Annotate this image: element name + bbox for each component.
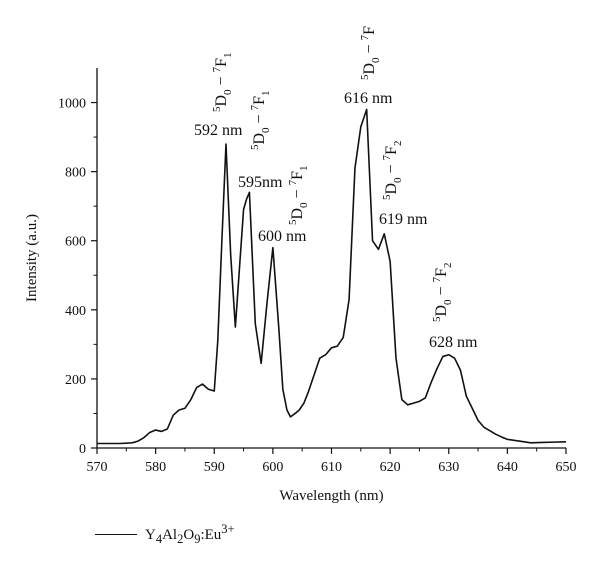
x-tick-label: 580 bbox=[145, 460, 166, 475]
x-tick-label: 590 bbox=[204, 460, 225, 475]
transition-label: 5D0 − 7F2 bbox=[381, 141, 404, 201]
transition-label: 5D0 − 7F1 bbox=[287, 166, 310, 226]
peak-wavelength-label: 600 nm bbox=[258, 228, 307, 245]
x-tick-label: 620 bbox=[380, 460, 401, 475]
y-tick-label: 600 bbox=[65, 235, 86, 250]
peak-wavelength-label: 628 nm bbox=[429, 334, 478, 351]
peak-wavelength-label: 592 nm bbox=[194, 122, 243, 139]
legend-line-swatch bbox=[95, 533, 137, 535]
x-tick-label: 630 bbox=[438, 460, 459, 475]
transition-label: 5D0 − 7F1 bbox=[249, 91, 272, 151]
transition-label: 5D0 − 7F1 bbox=[211, 53, 234, 113]
peak-wavelength-label: 619 nm bbox=[379, 211, 428, 228]
x-tick-label: 600 bbox=[262, 460, 283, 475]
y-tick-label: 1000 bbox=[58, 97, 86, 112]
x-axis-title: Wavelength (nm) bbox=[279, 488, 383, 504]
x-tick-label: 640 bbox=[497, 460, 518, 475]
transition-label: 5D0 − 7F bbox=[359, 26, 382, 80]
y-axis-title: Intensity (a.u.) bbox=[24, 214, 40, 302]
peak-annotations: 592 nm 595nm 600 nm 616 nm 619 nm 628 nm 5D0 −… bbox=[194, 26, 478, 351]
transition-label: 5D0 − 7F2 bbox=[431, 263, 454, 323]
y-tick-label: 800 bbox=[65, 166, 86, 181]
x-tick-label: 570 bbox=[87, 460, 108, 475]
y-tick-label: 200 bbox=[65, 373, 86, 388]
x-tick-label: 650 bbox=[556, 460, 577, 475]
legend: Y4Al2O9:Eu3+ bbox=[95, 522, 235, 546]
spectrum-line bbox=[97, 108, 567, 445]
peak-wavelength-label: 595nm bbox=[238, 174, 283, 191]
axes bbox=[96, 68, 566, 449]
y-tick-label: 400 bbox=[65, 304, 86, 319]
legend-label: Y4Al2O9:Eu3+ bbox=[145, 521, 235, 546]
peak-wavelength-label: 616 nm bbox=[344, 90, 393, 107]
y-tick-label: 0 bbox=[79, 442, 86, 457]
ticks: 570 580 590 600 610 620 630 640 650 0 200 400 600 800… bbox=[58, 97, 577, 475]
x-tick-label: 610 bbox=[321, 460, 342, 475]
